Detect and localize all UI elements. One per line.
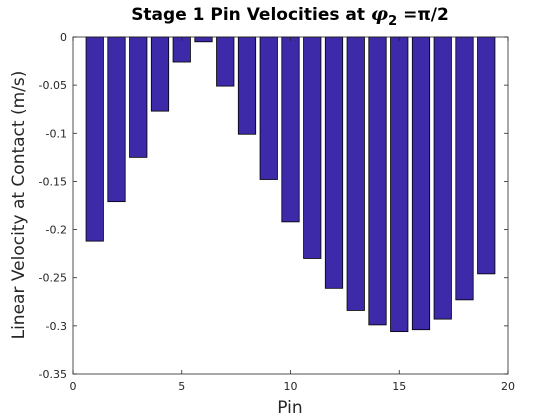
x-tick-label: 20 [501,380,515,393]
bar-pin-17 [433,36,452,320]
y-axis-ticks: 0 -0.05 -0.1 -0.15 -0.2 -0.25 -0.3 -0.35 [39,31,508,381]
y-tick-label: -0.05 [39,79,67,92]
bar-pin-6 [194,36,213,43]
x-axis-label: Pin [277,398,302,418]
bar-pin-16 [411,36,431,331]
bar-pin-9 [259,36,278,180]
x-axis-ticks: 0 5 10 15 20 [70,37,515,393]
y-tick-label: -0.3 [46,320,67,333]
bar-pin-10 [281,36,300,223]
x-tick-label: 15 [392,380,406,393]
y-tick-label: -0.2 [46,224,67,237]
x-tick-label: 10 [284,380,298,393]
bar-pin-8 [237,36,257,135]
bar-pin-14 [368,36,387,326]
y-tick-label: -0.15 [39,175,67,188]
bar-pin-2 [107,36,126,203]
bar-pin-4 [150,36,170,112]
bar-series [85,36,496,333]
x-tick-label: 0 [70,380,77,393]
y-tick-label: 0 [60,31,67,44]
bar-pin-15 [390,36,409,333]
bar-pin-1 [85,36,104,242]
y-axis-label: Linear Velocity at Contact (m/s) [9,71,29,340]
bar-pin-12 [324,36,344,289]
y-tick-label: -0.35 [39,368,67,381]
bar-pin-19 [477,36,496,275]
chart-title: Stage 1 Pin Velocities at φ2 =π/2 [131,3,449,29]
x-tick-label: 5 [178,380,185,393]
y-tick-label: -0.1 [46,127,67,140]
bar-pin-7 [216,36,235,87]
y-tick-label: -0.25 [39,272,67,285]
bar-pin-11 [303,36,322,259]
bar-pin-13 [346,36,365,311]
bar-pin-3 [129,36,148,158]
bar-pin-18 [455,36,474,301]
